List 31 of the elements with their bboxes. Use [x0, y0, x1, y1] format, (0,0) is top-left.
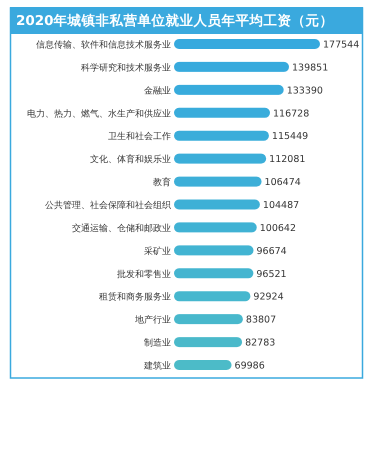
y-tick-label: 教育	[153, 177, 171, 188]
data-label: 139851	[292, 62, 328, 74]
data-label: 96521	[256, 268, 287, 280]
data-label: 69986	[234, 360, 265, 372]
y-tick-label: 制造业	[144, 338, 171, 349]
data-label: 112081	[269, 154, 306, 166]
y-tick-label: 金融业	[144, 85, 171, 96]
data-label: 133390	[286, 85, 323, 96]
data-label: 82783	[245, 338, 276, 349]
data-label: 115449	[272, 131, 308, 142]
y-tick-label: 卫生和社会工作	[108, 131, 171, 142]
chart-title: 2020年城镇非私营单位就业人员年平均工资（元）	[16, 13, 334, 29]
data-label: 104487	[262, 200, 300, 211]
y-tick-label: 科学研究和技术服务业	[81, 62, 171, 74]
data-label: 116728	[272, 108, 310, 120]
y-tick-label: 地产行业	[134, 314, 171, 326]
data-label: 96674	[256, 246, 287, 257]
y-tick-label: 租赁和商务服务业	[99, 292, 171, 303]
y-tick-label: 文化、体育和娱乐业	[90, 154, 171, 166]
data-label: 100642	[260, 222, 296, 234]
y-tick-label: 建筑业	[143, 360, 171, 372]
y-tick-label: 采矿业	[144, 246, 171, 257]
y-tick-label: 电力、热力、燃气、水生产和供应业	[27, 108, 171, 120]
y-tick-label: 信息传输、软件和信息技术服务业	[36, 40, 171, 50]
data-label: 92924	[253, 292, 284, 303]
y-tick-label: 交通运输、仓储和邮政业	[72, 222, 171, 234]
data-label: 106474	[264, 177, 301, 188]
y-tick-label: 批发和零售业	[117, 268, 171, 280]
data-label: 83807	[246, 314, 276, 326]
y-tick-label: 公共管理、社会保障和社会组织	[45, 200, 171, 211]
data-label: 177544	[323, 40, 360, 50]
